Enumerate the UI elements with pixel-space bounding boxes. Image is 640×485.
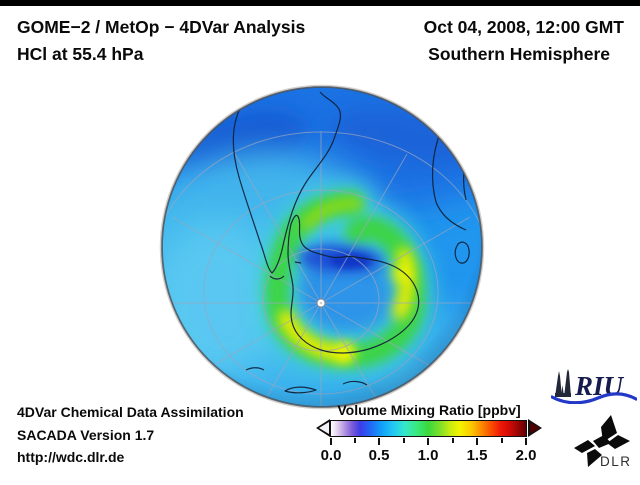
title-instrument: GOME−2 / MetOp − 4DVar Analysis xyxy=(17,17,306,37)
riu-logo: RIU xyxy=(550,368,638,409)
dlr-logo-text: DLR xyxy=(600,454,632,469)
colorbar-title: Volume Mixing Ratio [ppbv] xyxy=(337,402,521,418)
title-species: HCl at 55.4 hPa xyxy=(17,44,144,64)
dlr-emblem-icon xyxy=(574,415,630,467)
credit-url: http://wdc.dlr.de xyxy=(17,449,125,465)
dlr-logo-svg: DLR xyxy=(574,415,632,469)
credit-line-1: 4DVar Chemical Data Assimilation xyxy=(17,404,244,420)
riu-wave-icon xyxy=(550,392,638,405)
globe-rim xyxy=(161,86,483,408)
colorbar-labels: 0.0 0.5 1.0 1.5 2.0 xyxy=(321,447,537,465)
top-black-bar xyxy=(0,0,640,6)
riu-logo-svg: RIU xyxy=(550,369,638,405)
colorbar-gradient xyxy=(330,420,527,437)
colorbar-ticks xyxy=(330,438,527,445)
globe-field xyxy=(162,87,482,407)
dlr-logo: DLR xyxy=(570,415,634,474)
colorbar-label-3: 1.5 xyxy=(466,447,488,464)
colorbar-label-0: 0.0 xyxy=(320,447,342,464)
colorbar xyxy=(316,419,542,438)
cathedral-icon xyxy=(555,369,571,397)
hemisphere-label: Southern Hemisphere xyxy=(428,44,610,64)
datetime-block: Oct 04, 2008, 12:00 GMT Southern Hemisph… xyxy=(424,14,624,68)
credit-line-2: SACADA Version 1.7 xyxy=(17,426,155,443)
coast-tasmania xyxy=(472,319,479,343)
colorbar-label-4: 2.0 xyxy=(515,447,537,464)
colorbar-label-2: 1.0 xyxy=(417,447,439,464)
limb-shading xyxy=(162,87,482,407)
colorbar-overflow-arrow xyxy=(528,419,542,437)
colorbar-underflow-arrow xyxy=(316,419,330,437)
colorbar-label-1: 0.5 xyxy=(368,447,390,464)
title-block: GOME−2 / MetOp − 4DVar Analysis HCl at 5… xyxy=(17,14,305,68)
credits-block: 4DVar Chemical Data Assimilation SACADA … xyxy=(17,401,244,469)
timestamp: Oct 04, 2008, 12:00 GMT xyxy=(423,17,624,37)
globe-rim-outer xyxy=(159,84,485,410)
